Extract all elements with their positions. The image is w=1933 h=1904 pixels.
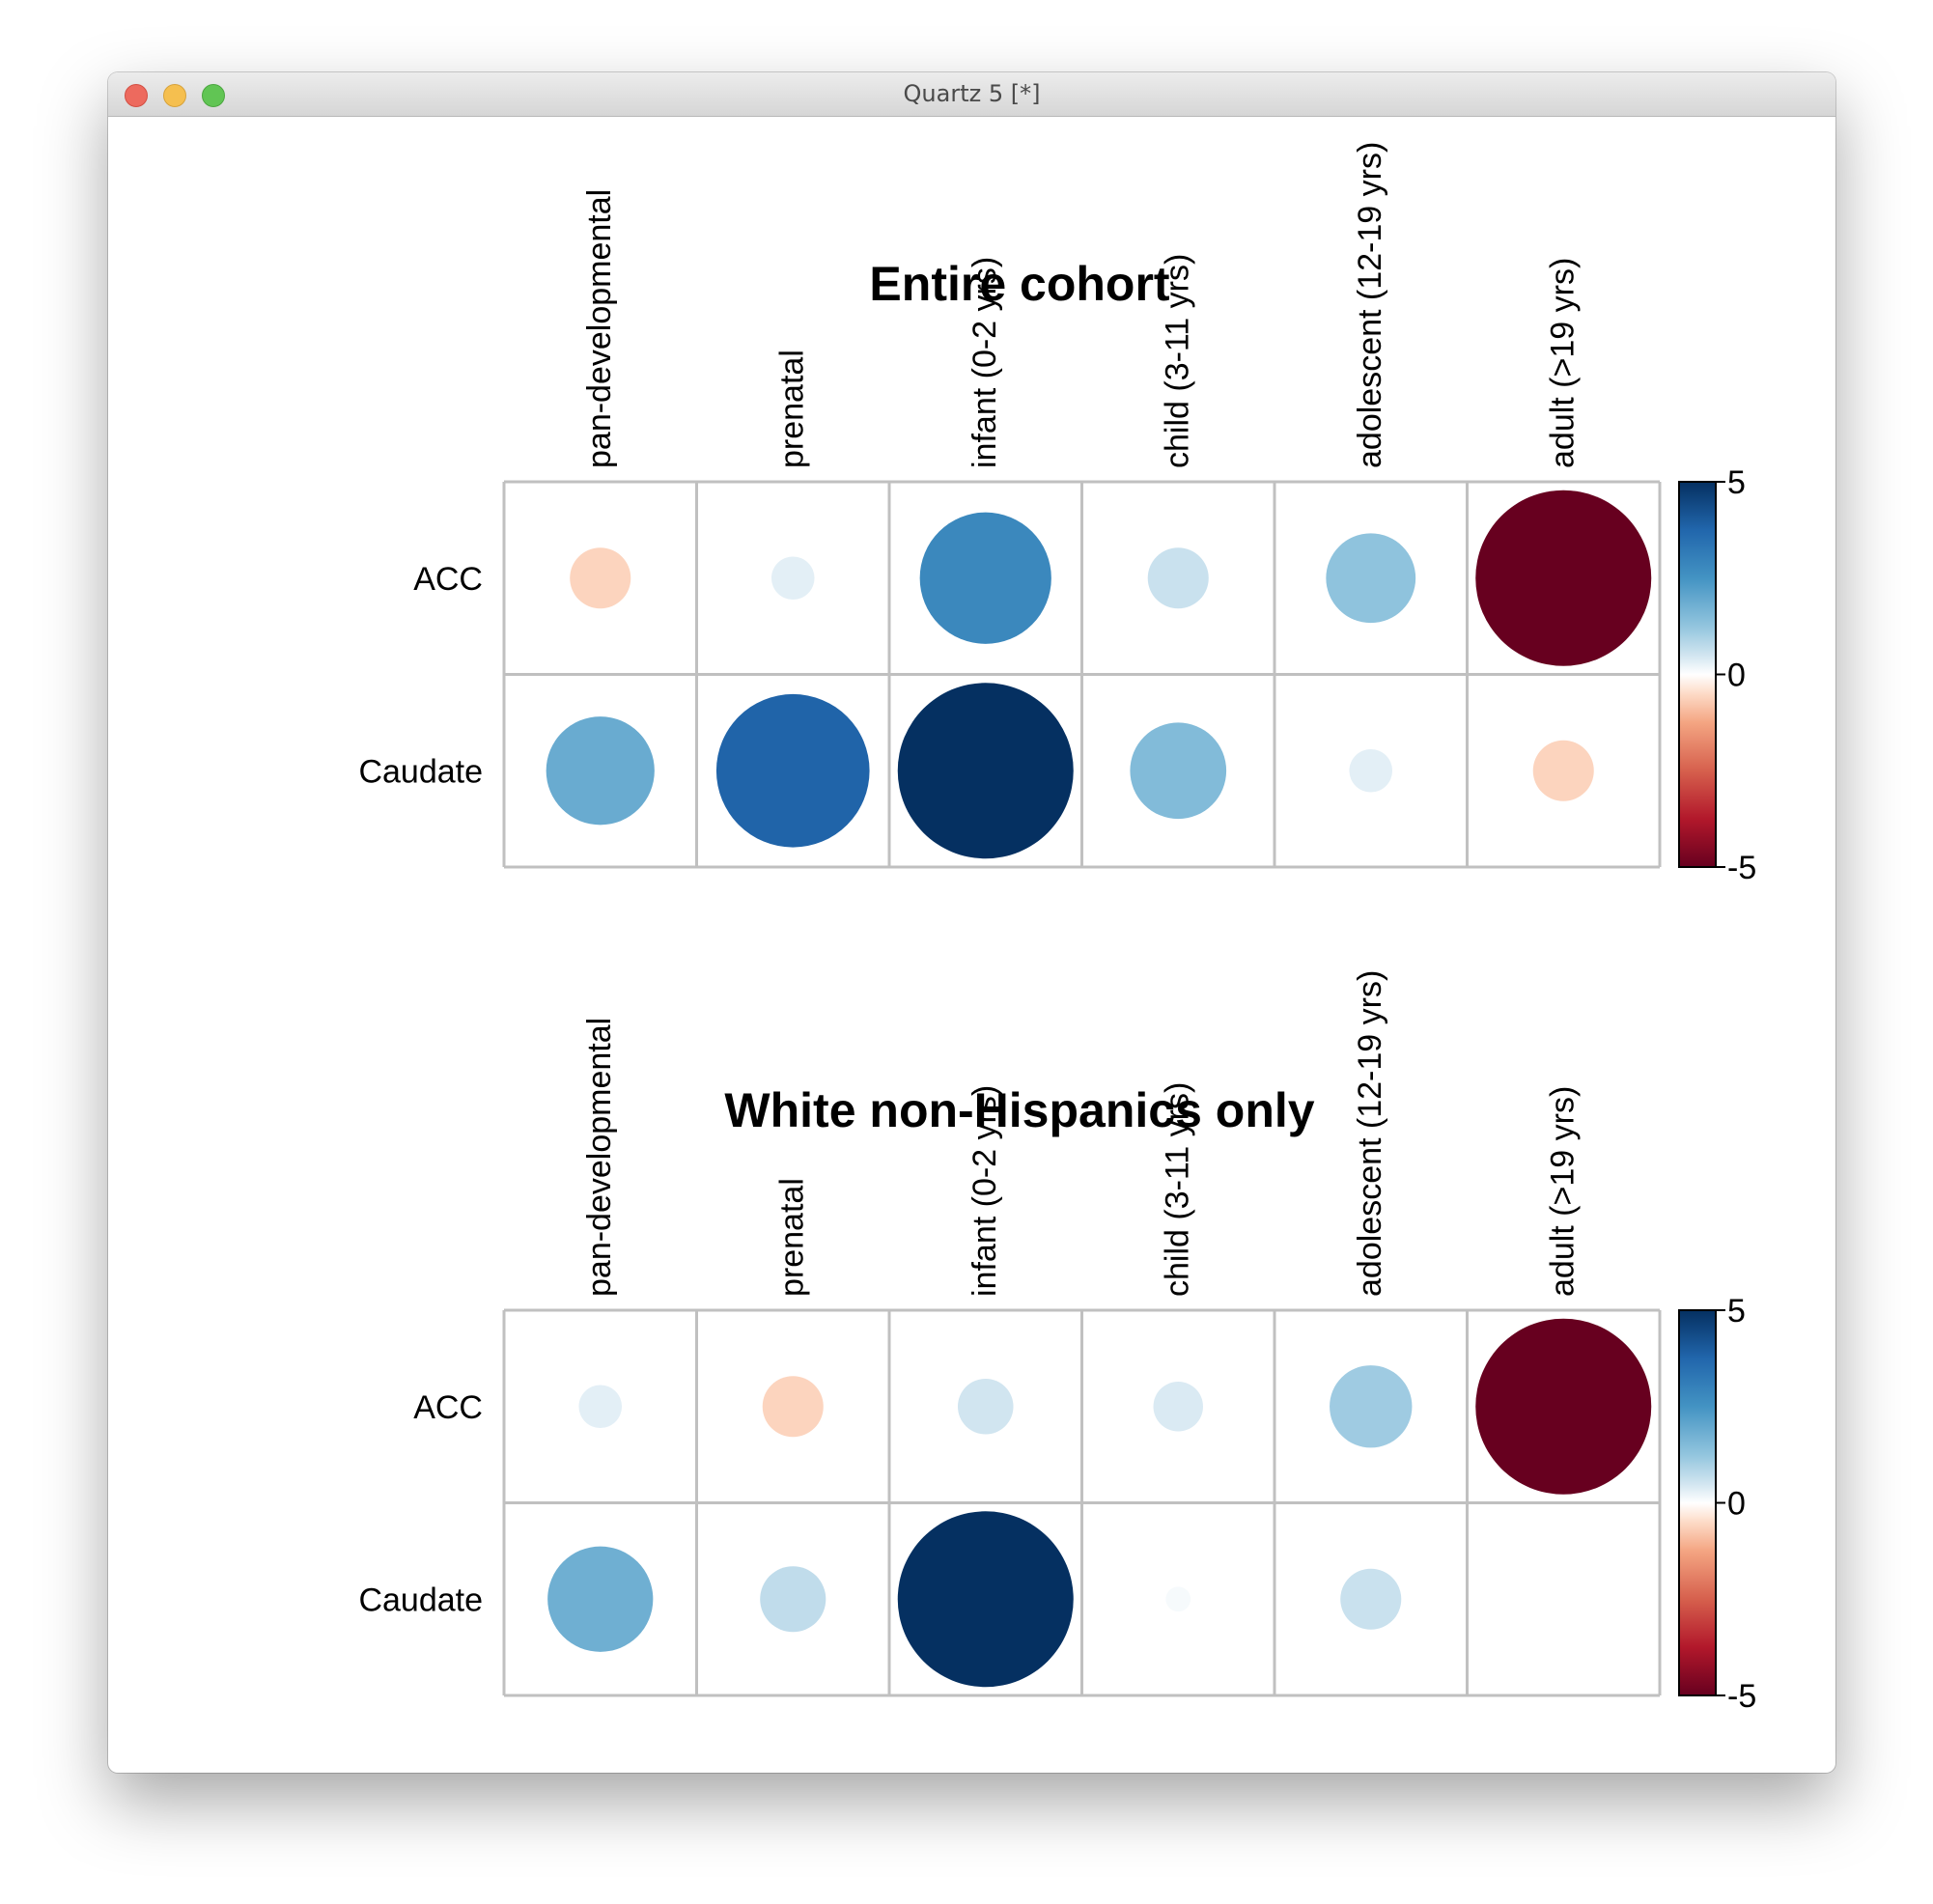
- column-label: prenatal: [773, 1178, 810, 1297]
- data-circle: [1532, 740, 1594, 801]
- color-legend-bar: [1678, 481, 1717, 868]
- data-circle: [897, 1511, 1074, 1688]
- column-label: adolescent (12-19 yrs): [1352, 142, 1388, 468]
- minimize-button[interactable]: [163, 84, 186, 107]
- data-circle: [957, 1378, 1014, 1435]
- column-label: adult (>19 yrs): [1544, 1086, 1581, 1297]
- data-circle: [1326, 533, 1416, 624]
- data-circle: [546, 716, 655, 826]
- data-circle: [1147, 547, 1209, 609]
- column-label: child (3-11 yrs): [1159, 254, 1195, 468]
- close-button[interactable]: [125, 84, 148, 107]
- legend-tick-label: 5: [1727, 464, 1746, 501]
- legend-tick-label: 0: [1727, 1486, 1746, 1523]
- data-circle: [1340, 1568, 1402, 1630]
- window-title: Quartz 5 [*]: [903, 80, 1041, 107]
- color-legend-bar: [1678, 1309, 1717, 1696]
- title-bar[interactable]: Quartz 5 [*]: [108, 72, 1835, 117]
- data-circle: [1153, 1382, 1203, 1432]
- legend-tick-label: -5: [1727, 1678, 1756, 1715]
- data-circle: [1165, 1586, 1191, 1612]
- data-circle: [1475, 1318, 1652, 1495]
- column-label: child (3-11 yrs): [1159, 1082, 1195, 1297]
- row-label: Caudate: [358, 1582, 483, 1618]
- legend-tick-label: -5: [1727, 850, 1756, 886]
- chart-title: White non-Hispanics only: [724, 1083, 1314, 1137]
- column-label: pan-developmental: [581, 1018, 618, 1297]
- data-circle: [760, 1566, 826, 1633]
- column-label: infant (0-2 yrs): [966, 1085, 1003, 1297]
- data-circle: [570, 547, 631, 609]
- data-circle: [1130, 722, 1227, 820]
- data-circle: [715, 693, 870, 848]
- column-label: adolescent (12-19 yrs): [1352, 970, 1388, 1297]
- data-circle: [1349, 748, 1393, 793]
- legend-tick-label: 5: [1727, 1293, 1746, 1330]
- correlation-plot: Entire cohort pan-developmental prenatal in…: [358, 142, 1756, 1715]
- plot-area: Entire cohort pan-developmental prenatal in…: [108, 117, 1835, 1773]
- zoom-button[interactable]: [202, 84, 225, 107]
- row-label: ACC: [413, 1389, 483, 1426]
- row-label: Caudate: [358, 753, 483, 790]
- column-label: pan-developmental: [581, 189, 618, 468]
- plot-window: Quartz 5 [*] Entire cohort pan-developmen…: [108, 72, 1835, 1773]
- data-circle: [1330, 1365, 1413, 1448]
- legend-tick-label: 0: [1727, 658, 1746, 694]
- data-circle: [1475, 490, 1652, 666]
- data-circle: [897, 683, 1074, 859]
- chart-title: Entire cohort: [869, 257, 1169, 311]
- data-circle: [762, 1376, 824, 1438]
- data-circle: [919, 512, 1051, 644]
- row-label: ACC: [413, 561, 483, 598]
- column-label: adult (>19 yrs): [1544, 258, 1581, 468]
- data-circle: [547, 1546, 654, 1652]
- data-circle: [578, 1385, 623, 1429]
- column-label: infant (0-2 yrs): [966, 257, 1003, 468]
- data-circle: [770, 556, 815, 601]
- column-label: prenatal: [773, 350, 810, 468]
